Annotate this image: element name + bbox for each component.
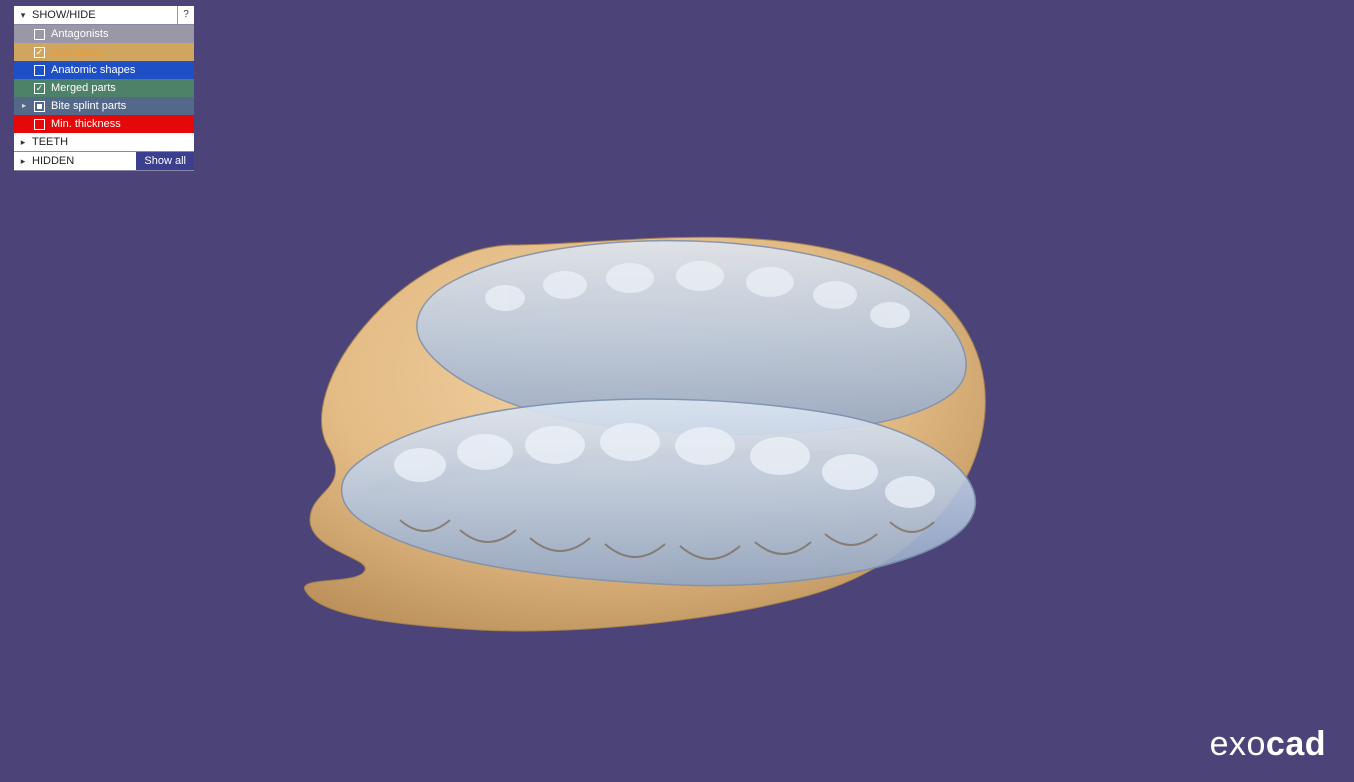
chevron-down-icon: ▾ (18, 6, 28, 24)
checkbox-icon[interactable] (34, 29, 45, 40)
checkbox-checked-icon[interactable]: ✓ (34, 83, 45, 94)
chevron-right-icon: ▸ (18, 133, 28, 151)
brand-prefix: exo (1210, 725, 1266, 763)
section-title: SHOW/HIDE (32, 6, 96, 24)
gumline-strokes (400, 520, 934, 559)
layer-row-bite-splint-parts[interactable]: ▸ Bite splint parts (14, 97, 194, 115)
layer-row-antagonists[interactable]: Antagonists (14, 25, 194, 43)
layer-row-anatomic-shapes[interactable]: Anatomic shapes (14, 61, 194, 79)
expand-right-icon[interactable]: ▸ (20, 97, 28, 115)
section-title: HIDDEN (32, 152, 74, 170)
layer-label: Min. thickness (51, 115, 121, 133)
splint-near (342, 399, 976, 586)
section-header-hidden[interactable]: ▸ HIDDEN Show all (14, 152, 194, 171)
section-header-showhide[interactable]: ▾ SHOW/HIDE ? (14, 6, 194, 25)
checkbox-icon[interactable] (34, 119, 45, 130)
layer-row-merged-parts[interactable]: ✓ Merged parts (14, 79, 194, 97)
jaw-scan-shape (304, 237, 985, 631)
layer-row-min-thickness[interactable]: Min. thickness (14, 115, 194, 133)
checkbox-checked-icon[interactable]: ✓ (34, 47, 45, 58)
section-header-teeth[interactable]: ▸ TEETH (14, 133, 194, 152)
splint-far (417, 241, 966, 434)
brand-logo: exocad (1210, 725, 1326, 764)
brand-suffix: cad (1266, 725, 1326, 763)
show-all-button[interactable]: Show all (136, 152, 194, 170)
chevron-right-icon: ▸ (18, 152, 28, 170)
layer-label: Antagonists (51, 25, 108, 43)
jaw-shadow (370, 453, 950, 490)
splint-highlights (394, 423, 935, 508)
viewport-3d[interactable] (250, 190, 1020, 650)
section-title: TEETH (32, 133, 68, 151)
checkbox-icon[interactable] (34, 65, 45, 76)
help-button[interactable]: ? (177, 6, 194, 24)
layer-row-jaw-scans[interactable]: ✓ Jaw scans (14, 43, 194, 61)
layer-label: Bite splint parts (51, 97, 126, 115)
visibility-panel: ▾ SHOW/HIDE ? Antagonists ✓ Jaw scans An… (14, 6, 194, 171)
layer-label: Merged parts (51, 79, 116, 97)
dental-model-illustration (250, 190, 1020, 650)
layer-label: Anatomic shapes (51, 61, 135, 79)
checkbox-indeterminate-icon[interactable] (34, 101, 45, 112)
layer-label: Jaw scans (51, 43, 102, 61)
splint-highlights-far (485, 261, 910, 328)
